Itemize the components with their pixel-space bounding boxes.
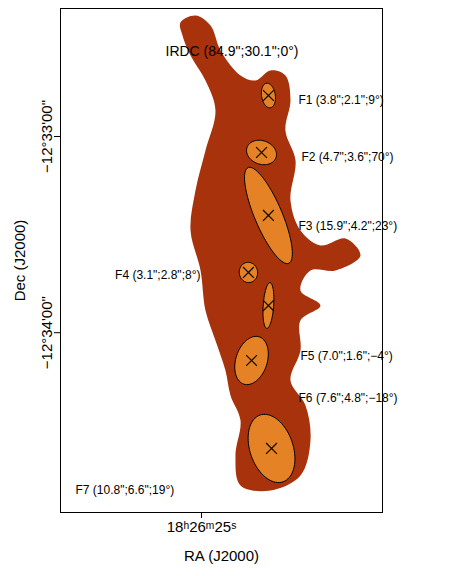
svg-text:RA (J2000): RA (J2000) — [184, 547, 259, 564]
svg-text:IRDC (84.9";30.1";0°): IRDC (84.9";30.1";0°) — [166, 43, 299, 59]
svg-text:F1 (3.8";2.1";9°): F1 (3.8";2.1";9°) — [298, 93, 383, 107]
svg-text:−12°33'00": −12°33'00" — [38, 100, 55, 173]
svg-text:−12°34'00": −12°34'00" — [38, 296, 55, 369]
svg-text:18ʰ26ᵐ25ˢ: 18ʰ26ᵐ25ˢ — [167, 518, 237, 535]
svg-text:F6 (7.6";4.8";−18°): F6 (7.6";4.8";−18°) — [299, 391, 398, 405]
svg-text:F2 (4.7";3.6";70°): F2 (4.7";3.6";70°) — [302, 150, 394, 164]
svg-text:F5 (7.0";1.6";−4°): F5 (7.0";1.6";−4°) — [300, 349, 392, 363]
svg-text:Dec (J2000): Dec (J2000) — [11, 220, 28, 302]
svg-text:F4 (3.1";2.8";8°): F4 (3.1";2.8";8°) — [115, 268, 200, 282]
svg-text:F7 (10.8";6.6";19°): F7 (10.8";6.6";19°) — [76, 483, 175, 497]
svg-text:F3 (15.9";4.2";23°): F3 (15.9";4.2";23°) — [298, 219, 397, 233]
